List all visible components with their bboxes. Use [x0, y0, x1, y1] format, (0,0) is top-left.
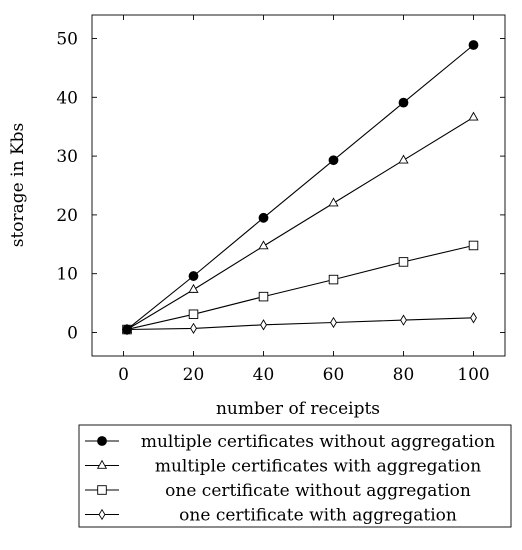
legend-label: one certificate with aggregation: [179, 506, 457, 526]
series-1-line: [126, 44, 474, 330]
series-3-point: [468, 240, 479, 251]
y-tick-label: 50: [56, 30, 78, 50]
y-tick-label: 40: [56, 88, 78, 108]
x-tick-label: 20: [183, 365, 205, 385]
series-1-point: [328, 155, 339, 166]
legend-box: [78, 424, 512, 528]
series-2-point: [258, 240, 269, 250]
series-2-point: [188, 283, 199, 293]
x-tick-label: 0: [118, 365, 129, 385]
series-2-point: [468, 111, 479, 121]
series-2-line: [126, 116, 474, 330]
x-tick-label: 100: [457, 365, 489, 385]
series-3-line: [126, 244, 474, 331]
y-tick-label: 10: [56, 265, 78, 285]
series-3-point: [188, 309, 199, 320]
plot-area-frame: [91, 14, 506, 357]
legend-entry-3: one certificate without aggregation: [85, 481, 471, 501]
series-4-point: [190, 322, 197, 335]
series-1-point: [258, 212, 269, 223]
series-3-point: [328, 274, 339, 285]
series-4-point: [260, 319, 267, 331]
legend-entry-4: one certificate with aggregation: [85, 506, 457, 526]
series-4-point: [330, 316, 337, 329]
series-1-point: [122, 324, 132, 335]
series-4-line: [126, 317, 474, 331]
series-1-point: [468, 40, 479, 50]
legend-label: multiple certificates with aggregation: [155, 457, 481, 477]
series-4-point: [470, 312, 477, 324]
y-tick-label: 20: [56, 206, 78, 226]
series-3-point: [258, 291, 269, 302]
x-tick-label: 40: [253, 365, 275, 385]
y-tick-label: 30: [56, 147, 78, 167]
series-4-point: [400, 314, 407, 326]
legend-swatch-marker: [98, 508, 106, 521]
legend-label: one certificate without aggregation: [165, 481, 471, 501]
series-3-point: [398, 257, 409, 267]
y-axis-label: storage in Kbs: [8, 123, 28, 248]
y-tick-label: 0: [67, 323, 78, 343]
series-1-point: [398, 97, 409, 108]
x-axis-label: number of receipts: [216, 399, 380, 419]
series-1: [122, 40, 479, 335]
legend-label: multiple certificates without aggregatio…: [141, 432, 495, 452]
legend-swatch-marker: [97, 436, 107, 446]
legend-swatch-marker: [97, 485, 107, 495]
series-2: [121, 111, 479, 333]
series-2-point: [398, 154, 409, 164]
x-tick-label: 60: [323, 365, 345, 385]
series-2-point: [328, 197, 339, 207]
legend-entry-1: multiple certificates without aggregatio…: [85, 432, 495, 452]
legend-entry-2: multiple certificates with aggregation: [85, 457, 481, 477]
legend-swatch-marker: [96, 459, 108, 469]
series-4: [123, 312, 477, 336]
series-1-point: [188, 271, 199, 281]
x-tick-label: 80: [393, 365, 415, 385]
